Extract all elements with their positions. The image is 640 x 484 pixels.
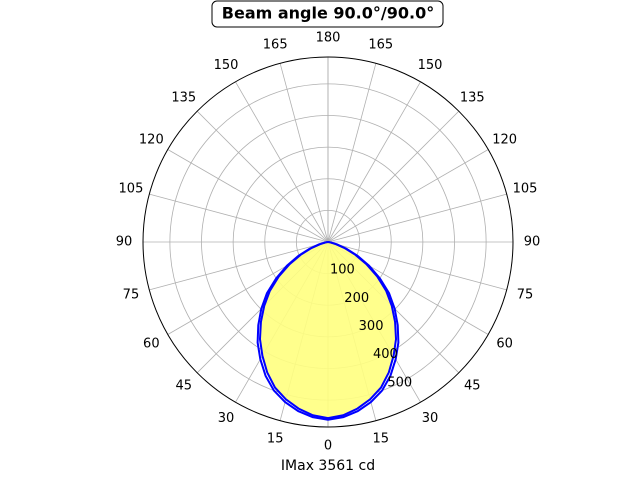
theta-tick-label: 165: [263, 37, 288, 52]
theta-tick-label: 60: [143, 337, 160, 352]
r-tick-label: 500: [387, 375, 412, 390]
grid-spoke: [196, 110, 329, 243]
theta-tick-label: 120: [492, 133, 517, 148]
theta-tick-label: 15: [373, 432, 390, 447]
theta-tick-label: 180: [316, 31, 341, 46]
theta-tick-label: 105: [119, 182, 144, 197]
grid-spoke: [279, 63, 329, 243]
series-line: [256, 241, 400, 421]
theta-tick-label: 165: [368, 37, 393, 52]
theta-tick-label: 15: [267, 432, 284, 447]
grid-spoke: [327, 193, 507, 243]
grid-spoke: [167, 149, 329, 243]
polar-frame: [142, 56, 514, 428]
theta-tick-label: 90: [524, 235, 541, 250]
theta-tick-label: 0: [324, 439, 332, 454]
theta-tick-label: 135: [460, 90, 485, 105]
grid-spoke: [327, 110, 460, 243]
grid-spoke: [149, 193, 329, 243]
theta-tick-label: 90: [116, 235, 133, 250]
theta-tick-label: 60: [496, 337, 513, 352]
r-tick-label: 400: [373, 347, 398, 362]
grid-spoke: [327, 63, 377, 243]
theta-tick-label: 105: [513, 182, 538, 197]
grid-spoke: [327, 149, 489, 243]
theta-tick-label: 45: [464, 379, 481, 394]
r-tick-label: 200: [344, 291, 369, 306]
theta-tick-label: 135: [171, 90, 196, 105]
chart-title: Beam angle 90.0°/90.0°: [222, 4, 434, 23]
theta-tick-label: 150: [214, 58, 239, 73]
theta-tick-label: 75: [517, 287, 534, 302]
grid-spoke: [327, 241, 507, 291]
grid-spoke: [327, 81, 421, 243]
grid-spoke: [149, 241, 329, 291]
theta-tick-label: 30: [218, 411, 235, 426]
grid-spoke: [235, 81, 329, 243]
theta-tick-label: 45: [175, 379, 192, 394]
theta-tick-label: 150: [418, 58, 443, 73]
r-tick-label: 100: [330, 263, 355, 278]
title-box: [211, 0, 444, 28]
x-axis-label: IMax 3561 cd: [281, 458, 375, 474]
theta-tick-label: 75: [123, 287, 140, 302]
theta-tick-label: 120: [139, 133, 164, 148]
theta-tick-label: 30: [422, 411, 439, 426]
r-tick-label: 300: [359, 319, 384, 334]
